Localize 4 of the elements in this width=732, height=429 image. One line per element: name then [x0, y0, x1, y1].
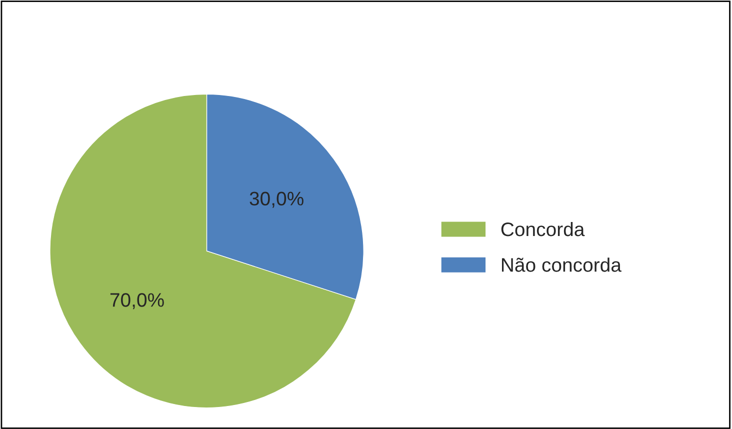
- legend-label: Concorda: [501, 222, 585, 236]
- data-label: 30,0%: [250, 192, 304, 208]
- legend-label: Não concorda: [502, 258, 622, 272]
- data-label: 70,0%: [110, 293, 164, 310]
